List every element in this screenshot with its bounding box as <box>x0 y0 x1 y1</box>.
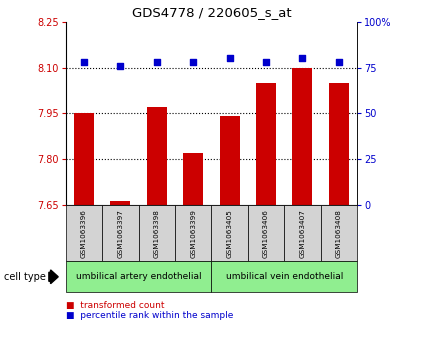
Text: GSM1063406: GSM1063406 <box>263 209 269 258</box>
Text: GSM1063396: GSM1063396 <box>81 209 87 258</box>
Point <box>117 63 124 69</box>
Text: GSM1063407: GSM1063407 <box>300 209 306 258</box>
Text: GSM1063405: GSM1063405 <box>227 209 232 258</box>
Text: umbilical artery endothelial: umbilical artery endothelial <box>76 272 201 281</box>
Bar <box>292 68 312 205</box>
Bar <box>329 83 349 205</box>
Text: umbilical vein endothelial: umbilical vein endothelial <box>226 272 343 281</box>
Text: cell type: cell type <box>4 272 46 282</box>
Point <box>226 56 233 61</box>
Text: ■  percentile rank within the sample: ■ percentile rank within the sample <box>66 311 233 320</box>
Text: GSM1063397: GSM1063397 <box>117 209 123 258</box>
Point <box>263 59 269 65</box>
Text: GSM1063408: GSM1063408 <box>336 209 342 258</box>
Title: GDS4778 / 220605_s_at: GDS4778 / 220605_s_at <box>132 6 291 19</box>
Text: ■  transformed count: ■ transformed count <box>66 301 164 310</box>
Point <box>190 59 197 65</box>
Text: GSM1063398: GSM1063398 <box>154 209 160 258</box>
Bar <box>183 153 203 205</box>
Point <box>153 59 160 65</box>
Point <box>335 59 342 65</box>
Bar <box>256 83 276 205</box>
Bar <box>147 107 167 205</box>
Bar <box>110 200 130 205</box>
Bar <box>220 117 240 205</box>
Text: GSM1063399: GSM1063399 <box>190 209 196 258</box>
Bar <box>74 113 94 205</box>
Point <box>299 56 306 61</box>
Point <box>81 59 88 65</box>
